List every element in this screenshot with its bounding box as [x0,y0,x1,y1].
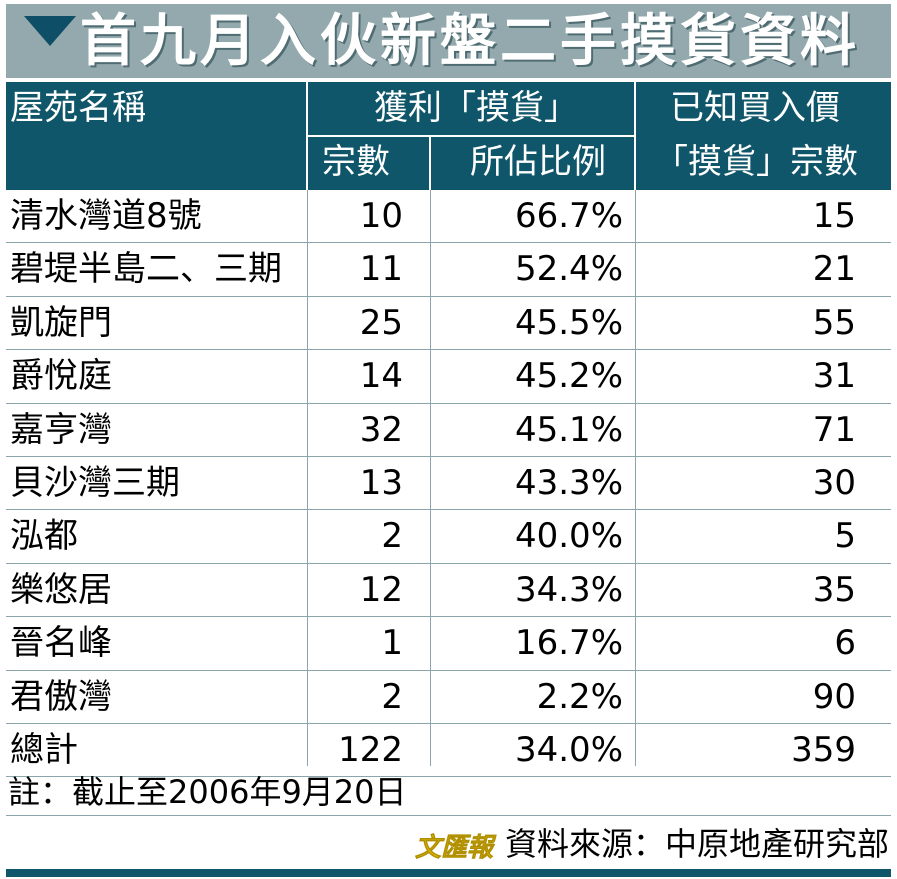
profit-share: 66.7% [514,196,623,236]
profit-count: 122 [338,729,403,770]
table-row: 清水灣道8號 10 66.7% 15 [6,190,891,244]
header-known-line2: 「摸貨」宗數 [654,142,858,182]
table-row: 爵悅庭 14 45.2% 31 [6,350,891,404]
table-body: 清水灣道8號 10 66.7% 15 碧堤半島二、三期 11 52.4% 21 … [6,190,891,778]
estate-name: 爵悅庭 [10,356,112,397]
profit-share: 34.0% [514,729,623,770]
estate-name: 貝沙灣三期 [10,462,180,503]
profit-count: 32 [359,409,403,450]
profit-count: 12 [359,569,403,610]
logo-text: 文匯報 [415,833,497,863]
column-divider [430,190,431,766]
known-count: 90 [812,676,856,717]
estate-name: 樂悠居 [10,569,112,610]
profit-share: 40.0% [514,516,623,557]
table-row: 樂悠居 12 34.3% 35 [6,564,891,618]
title-bar: 首九月入伙新盤二手摸貨資料 [6,4,891,78]
header-divider [634,82,636,190]
footer-divider [6,815,891,816]
estate-name: 總計 [10,729,78,770]
table-row: 嘉亨灣 32 45.1% 71 [6,404,891,457]
estate-name: 泓都 [10,516,78,557]
table-row: 君傲灣 2 2.2% 90 [6,671,891,724]
estate-name: 嘉亨灣 [10,409,112,450]
header-profit-group: 獲利「摸貨」 [374,88,578,128]
known-count: 31 [812,356,856,397]
table-header: 屋苑名稱 獲利「摸貨」 宗數 所佔比例 已知買入價 「摸貨」宗數 [6,82,891,190]
header-count: 宗數 [322,142,390,182]
profit-share: 43.3% [514,462,623,503]
profit-share: 45.5% [514,302,623,343]
profit-count: 10 [359,196,403,236]
profit-count: 14 [359,356,403,397]
profit-share: 45.1% [514,409,623,450]
bottom-bar [6,869,891,877]
table-row: 晉名峰 1 16.7% 6 [6,617,891,671]
known-count: 21 [812,249,856,290]
column-divider [635,190,636,766]
profit-share: 34.3% [514,569,623,610]
estate-name: 晉名峰 [10,623,112,664]
source-text: 資料來源：中原地產研究部 [504,825,889,863]
profit-count: 1 [381,623,403,664]
table-row: 泓都 2 40.0% 5 [6,510,891,564]
table-row: 碧堤半島二、三期 11 52.4% 21 [6,243,891,297]
estate-name: 凱旋門 [10,302,112,343]
column-divider [307,190,308,766]
page-title: 首九月入伙新盤二手摸貨資料 [80,9,860,74]
profit-share: 52.4% [514,249,623,290]
table-row: 凱旋門 25 45.5% 55 [6,297,891,351]
profit-share: 16.7% [514,623,623,664]
known-count: 71 [812,409,856,450]
triangle-marker-icon [24,16,76,46]
profit-count: 2 [381,676,403,717]
known-count: 30 [812,462,856,503]
known-count: 359 [791,729,856,770]
source-credit: 文匯報 資料來源：中原地產研究部 [415,822,889,866]
header-divider [429,136,431,190]
table-row: 貝沙灣三期 13 43.3% 30 [6,457,891,511]
header-known-line1: 已知買入價 [670,88,840,128]
known-count: 15 [812,196,856,236]
profit-count: 25 [359,302,403,343]
header-share: 所佔比例 [470,142,606,182]
wenweipo-logo-icon: 文匯報 [415,833,497,863]
known-count: 55 [812,302,856,343]
header-name: 屋苑名稱 [10,88,146,128]
table-row-total: 總計 122 34.0% 359 [6,724,891,778]
profit-count: 13 [359,462,403,503]
profit-share: 45.2% [514,356,623,397]
footnote: 註：截止至2006年9月20日 [8,773,407,811]
estate-name: 君傲灣 [10,676,112,717]
header-divider [306,135,634,137]
profit-count: 2 [381,516,403,557]
known-count: 35 [812,569,856,610]
estate-name: 清水灣道8號 [10,196,202,236]
profit-share: 2.2% [536,676,623,717]
known-count: 5 [834,516,856,557]
known-count: 6 [834,623,856,664]
estate-name: 碧堤半島二、三期 [10,249,282,290]
profit-count: 11 [359,249,403,290]
